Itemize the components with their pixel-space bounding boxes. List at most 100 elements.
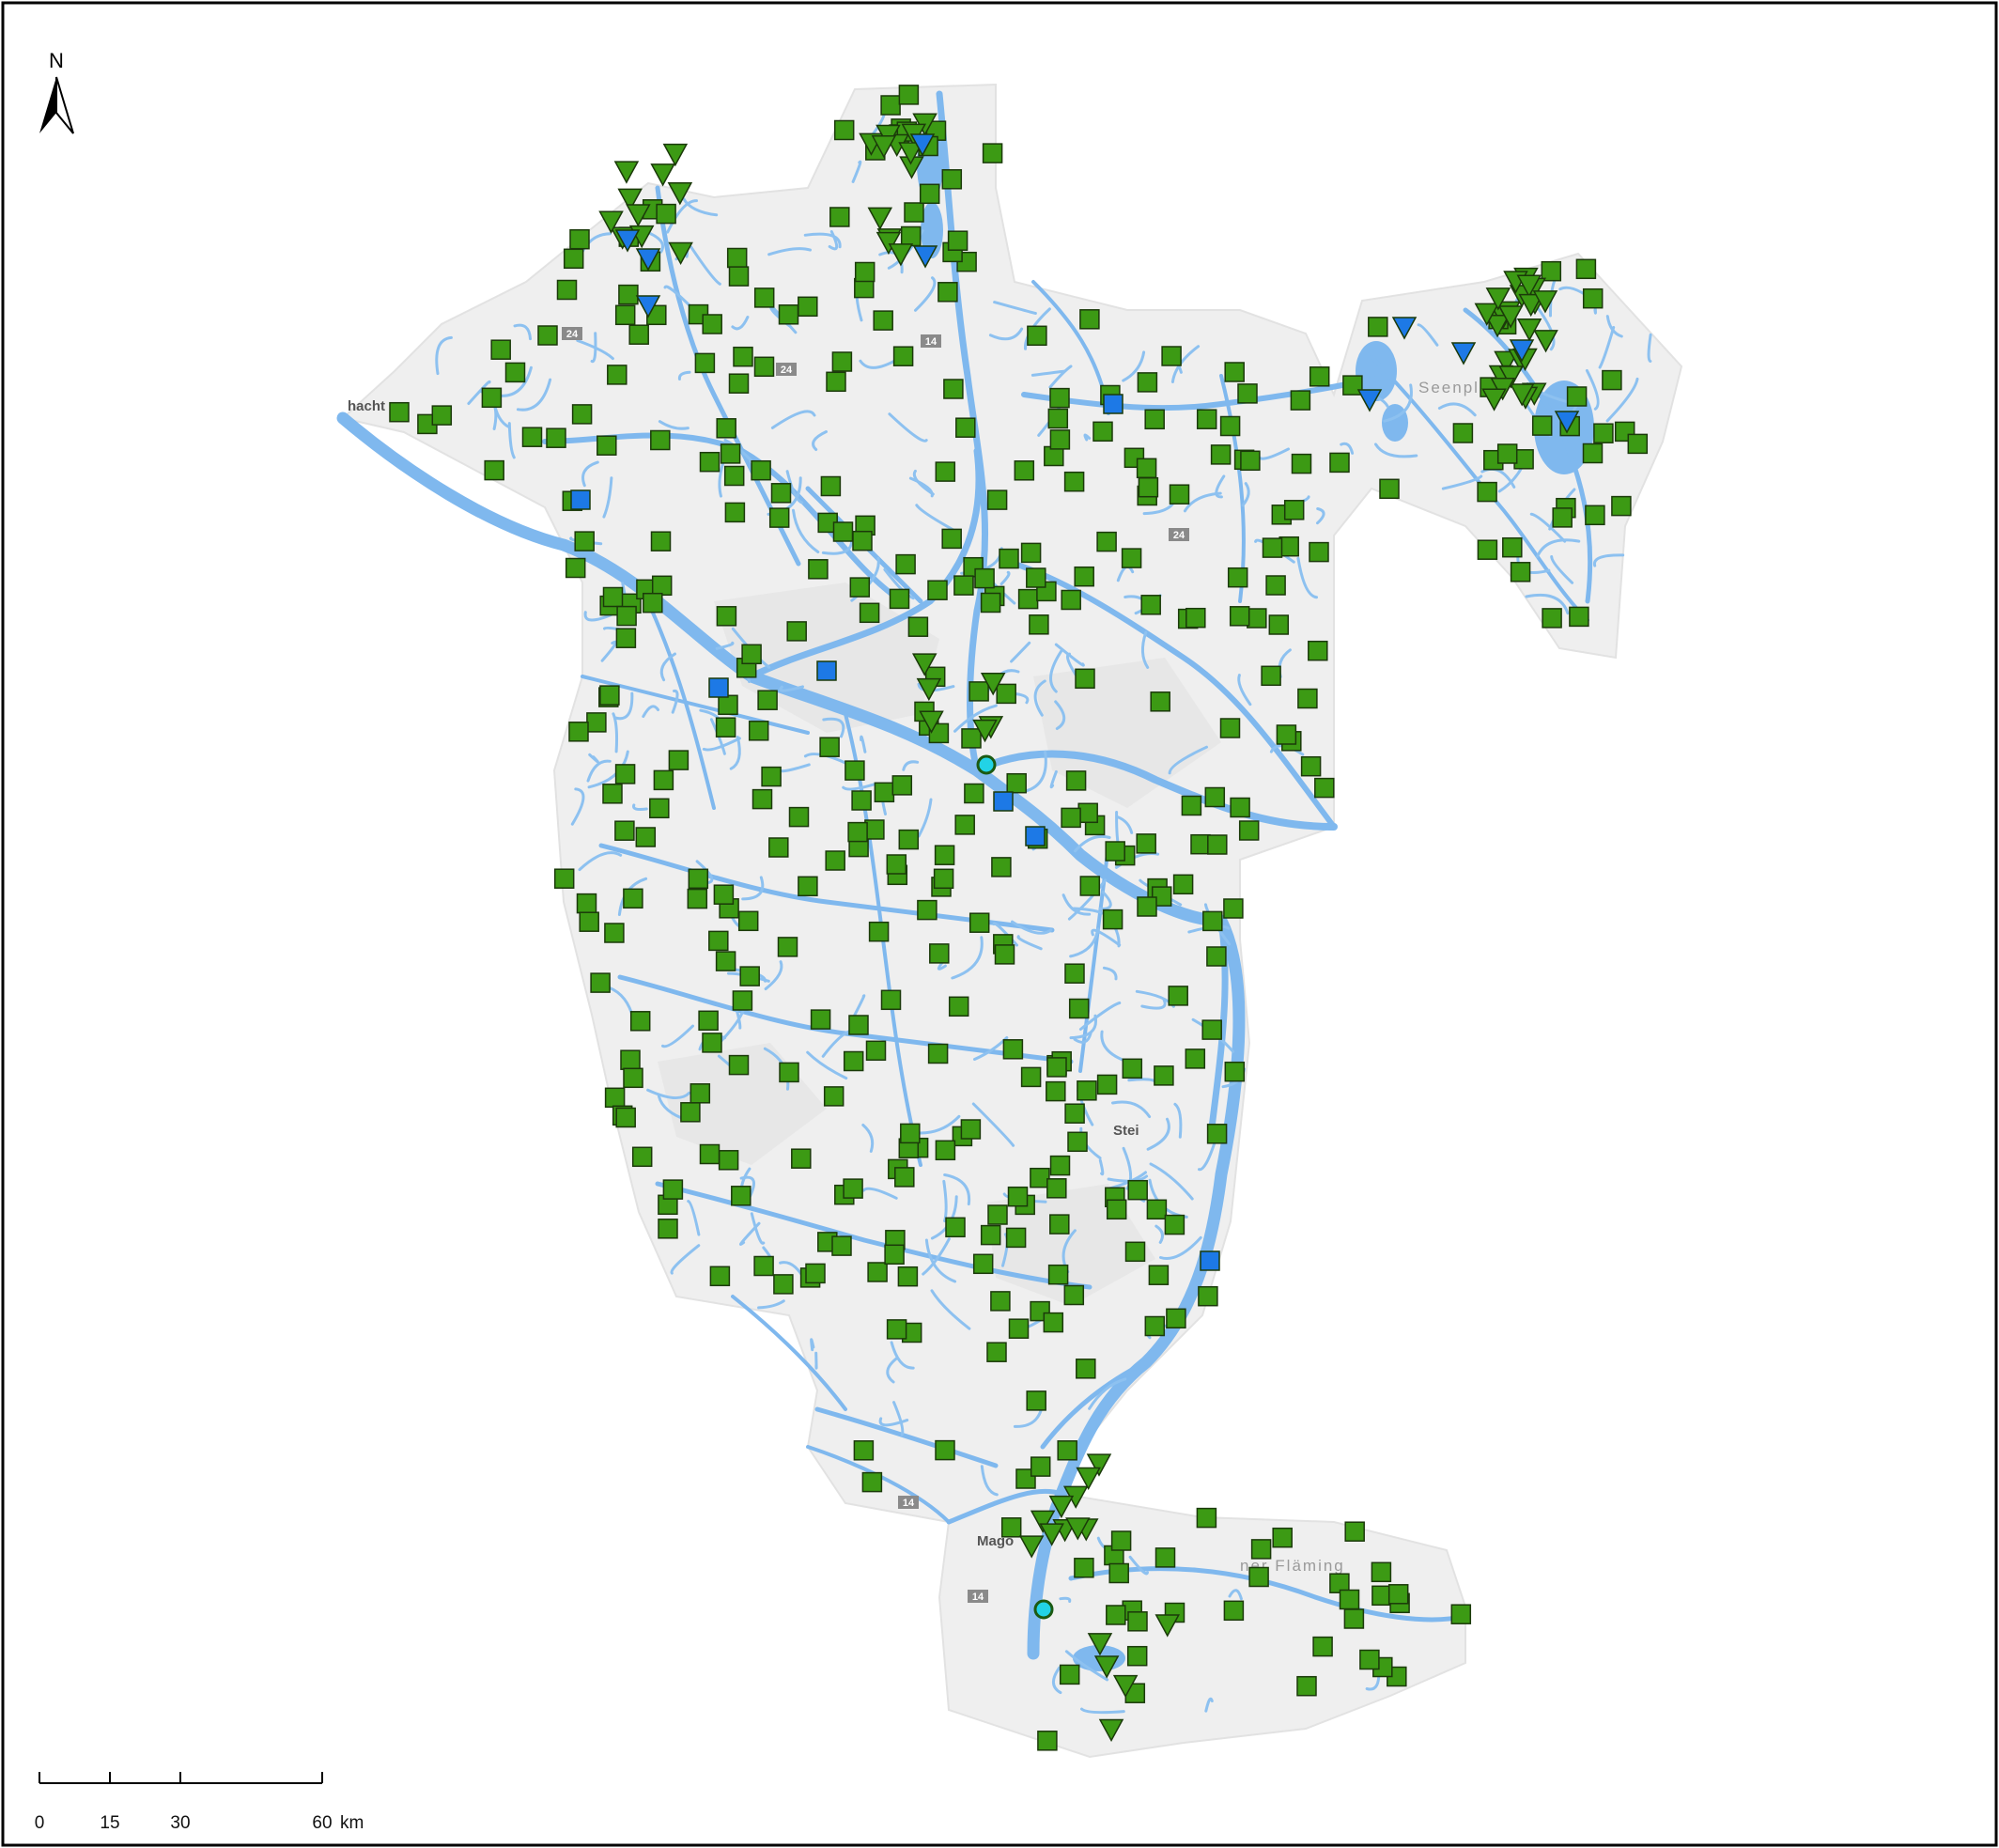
station-square-marker[interactable] <box>832 521 854 542</box>
station-square-marker[interactable] <box>753 356 775 378</box>
station-square-marker[interactable] <box>1002 1039 1024 1060</box>
station-square-marker[interactable] <box>1371 1585 1392 1607</box>
station-square-marker[interactable] <box>389 401 410 423</box>
station-square-marker[interactable] <box>618 284 639 305</box>
station-triangle-marker[interactable] <box>617 188 643 211</box>
station-square-marker[interactable] <box>1297 688 1318 709</box>
station-square-marker[interactable] <box>1057 1440 1077 1461</box>
station-square-marker[interactable] <box>1248 1566 1269 1588</box>
station-square-marker[interactable] <box>752 788 773 810</box>
station-square-marker[interactable] <box>546 427 566 448</box>
station-square-marker[interactable] <box>724 502 746 523</box>
station-square-marker[interactable] <box>1046 1080 1066 1102</box>
station-square-marker[interactable] <box>504 362 526 383</box>
station-square-marker[interactable] <box>1185 1048 1206 1069</box>
station-square-marker[interactable] <box>947 230 969 251</box>
station-square-marker[interactable] <box>1063 471 1085 492</box>
station-square-marker[interactable] <box>1127 1611 1148 1632</box>
station-square-marker[interactable] <box>873 310 893 331</box>
station-square-marker[interactable] <box>1477 481 1497 503</box>
station-square-marker[interactable] <box>565 557 586 579</box>
station-square-marker[interactable] <box>884 1244 905 1266</box>
station-square-marker[interactable] <box>1224 362 1245 382</box>
station-square-marker[interactable] <box>709 1266 731 1287</box>
station-square-marker[interactable] <box>616 605 637 627</box>
station-square-marker[interactable] <box>574 531 595 551</box>
station-square-marker[interactable] <box>1092 421 1113 443</box>
station-square-marker[interactable] <box>741 644 762 665</box>
station-square-marker[interactable] <box>1063 1284 1085 1306</box>
station-square-marker[interactable] <box>1077 802 1098 824</box>
station-square-marker[interactable] <box>880 95 901 116</box>
station-square-marker[interactable] <box>1502 536 1523 558</box>
station-circle-marker[interactable] <box>1033 1599 1054 1620</box>
station-square-marker[interactable] <box>919 183 940 205</box>
station-triangle-marker[interactable] <box>1554 411 1580 434</box>
station-square-marker[interactable] <box>1172 874 1194 895</box>
station-square-marker[interactable] <box>1496 443 1518 464</box>
station-square-marker[interactable] <box>1291 453 1312 474</box>
station-square-marker[interactable] <box>1582 443 1604 464</box>
station-square-marker[interactable] <box>656 203 676 225</box>
station-square-marker[interactable] <box>650 429 671 451</box>
station-square-marker[interactable] <box>607 365 628 385</box>
station-square-marker[interactable] <box>851 790 872 811</box>
station-triangle-marker[interactable] <box>1087 1633 1113 1656</box>
station-square-marker[interactable] <box>865 1040 887 1062</box>
station-square-marker[interactable] <box>1542 608 1562 629</box>
station-triangle-marker[interactable] <box>668 241 693 266</box>
station-square-marker[interactable] <box>1108 1562 1129 1584</box>
station-square-marker[interactable] <box>943 379 964 399</box>
station-square-marker[interactable] <box>490 339 511 360</box>
station-square-marker[interactable] <box>650 531 672 551</box>
station-triangle-marker[interactable] <box>1048 1495 1075 1519</box>
station-square-marker[interactable] <box>929 943 950 964</box>
station-square-marker[interactable] <box>770 483 792 504</box>
station-square-marker[interactable] <box>1290 390 1311 411</box>
station-square-marker[interactable] <box>1477 539 1498 560</box>
station-square-marker[interactable] <box>1312 1636 1333 1657</box>
station-square-marker[interactable] <box>629 1011 651 1032</box>
station-square-marker[interactable] <box>694 352 716 374</box>
station-square-marker[interactable] <box>1250 1539 1272 1560</box>
station-square-marker[interactable] <box>892 346 914 366</box>
station-square-marker[interactable] <box>895 553 916 575</box>
station-square-marker[interactable] <box>715 717 736 738</box>
station-square-marker[interactable] <box>1202 910 1223 932</box>
station-square-marker[interactable] <box>1074 1558 1094 1578</box>
station-square-marker[interactable] <box>1569 606 1589 628</box>
station-triangle-marker[interactable] <box>1533 330 1558 353</box>
station-square-marker[interactable] <box>643 592 663 613</box>
station-square-marker[interactable] <box>891 775 913 796</box>
station-square-marker[interactable] <box>1027 325 1047 347</box>
station-square-marker[interactable] <box>961 728 982 749</box>
station-square-marker[interactable] <box>1582 287 1604 309</box>
station-square-marker[interactable] <box>1136 458 1157 479</box>
station-square-marker[interactable] <box>1168 986 1188 1006</box>
station-square-marker[interactable] <box>1387 1584 1409 1605</box>
station-square-marker[interactable] <box>833 119 855 141</box>
station-square-marker[interactable] <box>917 899 938 921</box>
station-square-marker[interactable] <box>819 737 840 757</box>
station-square-marker[interactable] <box>1124 1241 1146 1263</box>
station-square-marker[interactable] <box>615 1107 636 1128</box>
station-square-marker[interactable] <box>854 261 876 283</box>
station-square-marker[interactable] <box>886 1319 907 1340</box>
station-triangle-marker[interactable] <box>898 142 923 165</box>
station-square-marker[interactable] <box>716 606 737 627</box>
station-square-marker[interactable] <box>1627 433 1649 455</box>
station-square-marker[interactable] <box>1067 1131 1088 1153</box>
station-square-marker[interactable] <box>602 586 624 608</box>
station-square-marker[interactable] <box>1196 409 1217 429</box>
station-square-marker[interactable] <box>864 819 885 840</box>
station-square-marker[interactable] <box>1047 1264 1069 1285</box>
station-triangle-marker[interactable] <box>1532 290 1558 314</box>
station-square-marker[interactable] <box>994 944 1015 965</box>
station-square-marker[interactable] <box>556 279 578 301</box>
station-square-marker[interactable] <box>1020 542 1042 564</box>
station-square-marker[interactable] <box>597 435 617 456</box>
station-square-marker[interactable] <box>1020 1066 1042 1088</box>
station-square-marker[interactable] <box>731 1186 752 1206</box>
station-square-marker[interactable] <box>894 1167 915 1188</box>
station-square-marker[interactable] <box>955 417 976 438</box>
